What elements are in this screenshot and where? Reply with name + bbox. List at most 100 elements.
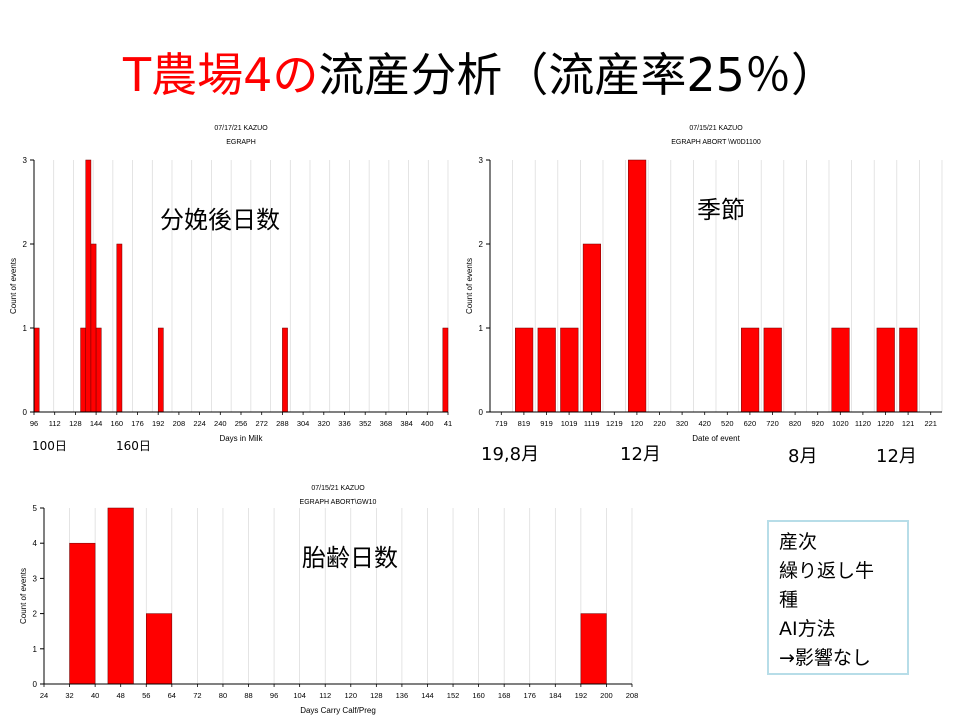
x-tick-label: 41	[444, 419, 452, 428]
bar	[69, 542, 96, 685]
bar	[90, 243, 97, 413]
x-tick-label: 320	[318, 419, 331, 428]
x-tick-label: 192	[152, 419, 165, 428]
x-tick-label: 56	[142, 691, 150, 700]
factor-line: AI方法	[779, 618, 836, 640]
x-tick-label: 420	[698, 419, 711, 428]
x-tick-label: 144	[421, 691, 434, 700]
x-tick-label: 120	[631, 419, 644, 428]
x-tick-label: 352	[359, 419, 372, 428]
x-tick-label: 920	[811, 419, 824, 428]
chart-date-of-event: 07/15/21 KAZUO EGRAPH ABORT \W0D1100 0 1 2 3 7…	[465, 125, 943, 443]
chart-date-of-event-note-2: 12月	[620, 444, 661, 465]
chart-days-in-milk: 07/17/21 KAZUO EGRAPH 0 1 2 3 96 112 128 144 160 17…	[9, 125, 452, 443]
bar	[95, 327, 102, 413]
y-tick-label: 2	[479, 240, 484, 249]
y-axis-label: Count of events	[465, 258, 474, 314]
chart-date-of-event-overlay-label: 季節	[697, 196, 745, 224]
x-tick-label: 120	[345, 691, 358, 700]
x-tick-label: 304	[297, 419, 310, 428]
bar	[146, 613, 173, 685]
bar	[537, 327, 556, 413]
x-tick-label: 176	[131, 419, 144, 428]
x-tick-label: 320	[676, 419, 689, 428]
x-tick-label: 96	[270, 691, 278, 700]
bar	[560, 327, 579, 413]
chart-days-in-milk-note-100: 100日	[32, 439, 67, 453]
bar	[831, 327, 850, 413]
factor-line: 産次	[779, 531, 818, 553]
x-tick-label: 64	[168, 691, 176, 700]
chart-header-line: 07/15/21 KAZUO	[689, 125, 743, 132]
slide-title: T農場4の流産分析（流産率25％）	[0, 40, 960, 110]
x-tick-label: 184	[549, 691, 562, 700]
bar	[282, 327, 288, 413]
x-tick-label: 104	[293, 691, 306, 700]
factor-line: 種	[779, 589, 799, 611]
chart-date-of-event-note-3: 8月	[788, 446, 818, 467]
x-axis-label: Days Carry Calf/Preg	[300, 706, 376, 715]
x-tick-label: 121	[902, 419, 915, 428]
x-tick-label: 48	[117, 691, 125, 700]
x-tick-label: 384	[400, 419, 413, 428]
bar	[899, 327, 918, 413]
x-tick-label: 819	[518, 419, 531, 428]
y-tick-label: 3	[33, 574, 38, 583]
x-tick-label: 144	[90, 419, 103, 428]
chart-days-in-milk-overlay-label: 分娩後日数	[160, 206, 280, 234]
x-tick-label: 112	[49, 419, 61, 428]
y-tick-label: 1	[23, 324, 28, 333]
bar	[580, 613, 607, 685]
chart-date-of-event-note-1: 19,8月	[481, 444, 540, 465]
bar	[157, 327, 164, 413]
bar	[628, 159, 647, 413]
x-tick-label: 176	[523, 691, 536, 700]
x-tick-label: 208	[626, 691, 639, 700]
factors-box: 産次 繰り返し牛 種 AI方法 →影響なし	[767, 520, 909, 675]
x-tick-label: 96	[30, 419, 38, 428]
x-axis-label: Days in Milk	[219, 434, 263, 443]
x-tick-label: 368	[380, 419, 393, 428]
x-tick-label: 220	[653, 419, 666, 428]
bar	[107, 507, 134, 685]
chart-days-in-milk-note-160: 160日	[116, 439, 151, 453]
bar	[116, 243, 123, 413]
y-tick-label: 2	[23, 240, 28, 249]
chart-header-title: EGRAPH ABORT \W0D1100	[671, 139, 761, 146]
x-tick-label: 620	[744, 419, 757, 428]
x-tick-label: 208	[173, 419, 186, 428]
x-tick-label: 400	[421, 419, 434, 428]
x-tick-label: 272	[255, 419, 268, 428]
x-tick-label: 1119	[584, 419, 600, 428]
y-tick-label: 3	[23, 156, 28, 165]
x-tick-label: 200	[600, 691, 613, 700]
x-tick-label: 192	[575, 691, 588, 700]
factor-line: 繰り返し牛	[779, 560, 875, 582]
title-highlight: T農場4の	[123, 48, 319, 102]
x-tick-label: 720	[766, 419, 779, 428]
y-axis-label: Count of events	[9, 258, 18, 314]
x-tick-label: 112	[319, 691, 331, 700]
x-tick-label: 160	[472, 691, 485, 700]
y-tick-label: 1	[479, 324, 484, 333]
x-tick-label: 1019	[561, 419, 578, 428]
x-tick-label: 1020	[832, 419, 849, 428]
bar	[80, 327, 86, 413]
x-tick-label: 80	[219, 691, 227, 700]
x-axis-label: Date of event	[692, 434, 740, 443]
x-tick-label: 719	[495, 419, 508, 428]
x-tick-label: 32	[65, 691, 73, 700]
y-tick-label: 1	[33, 645, 38, 654]
x-tick-label: 136	[396, 691, 409, 700]
x-tick-label: 152	[447, 691, 460, 700]
y-tick-label: 0	[479, 408, 484, 417]
x-tick-label: 520	[721, 419, 734, 428]
bar	[515, 327, 534, 413]
x-tick-label: 1220	[877, 419, 894, 428]
x-tick-label: 240	[214, 419, 227, 428]
x-tick-label: 224	[193, 419, 206, 428]
title-rest: 流産分析（流産率25％）	[318, 48, 837, 102]
x-tick-label: 128	[69, 419, 82, 428]
y-tick-label: 2	[33, 610, 38, 619]
